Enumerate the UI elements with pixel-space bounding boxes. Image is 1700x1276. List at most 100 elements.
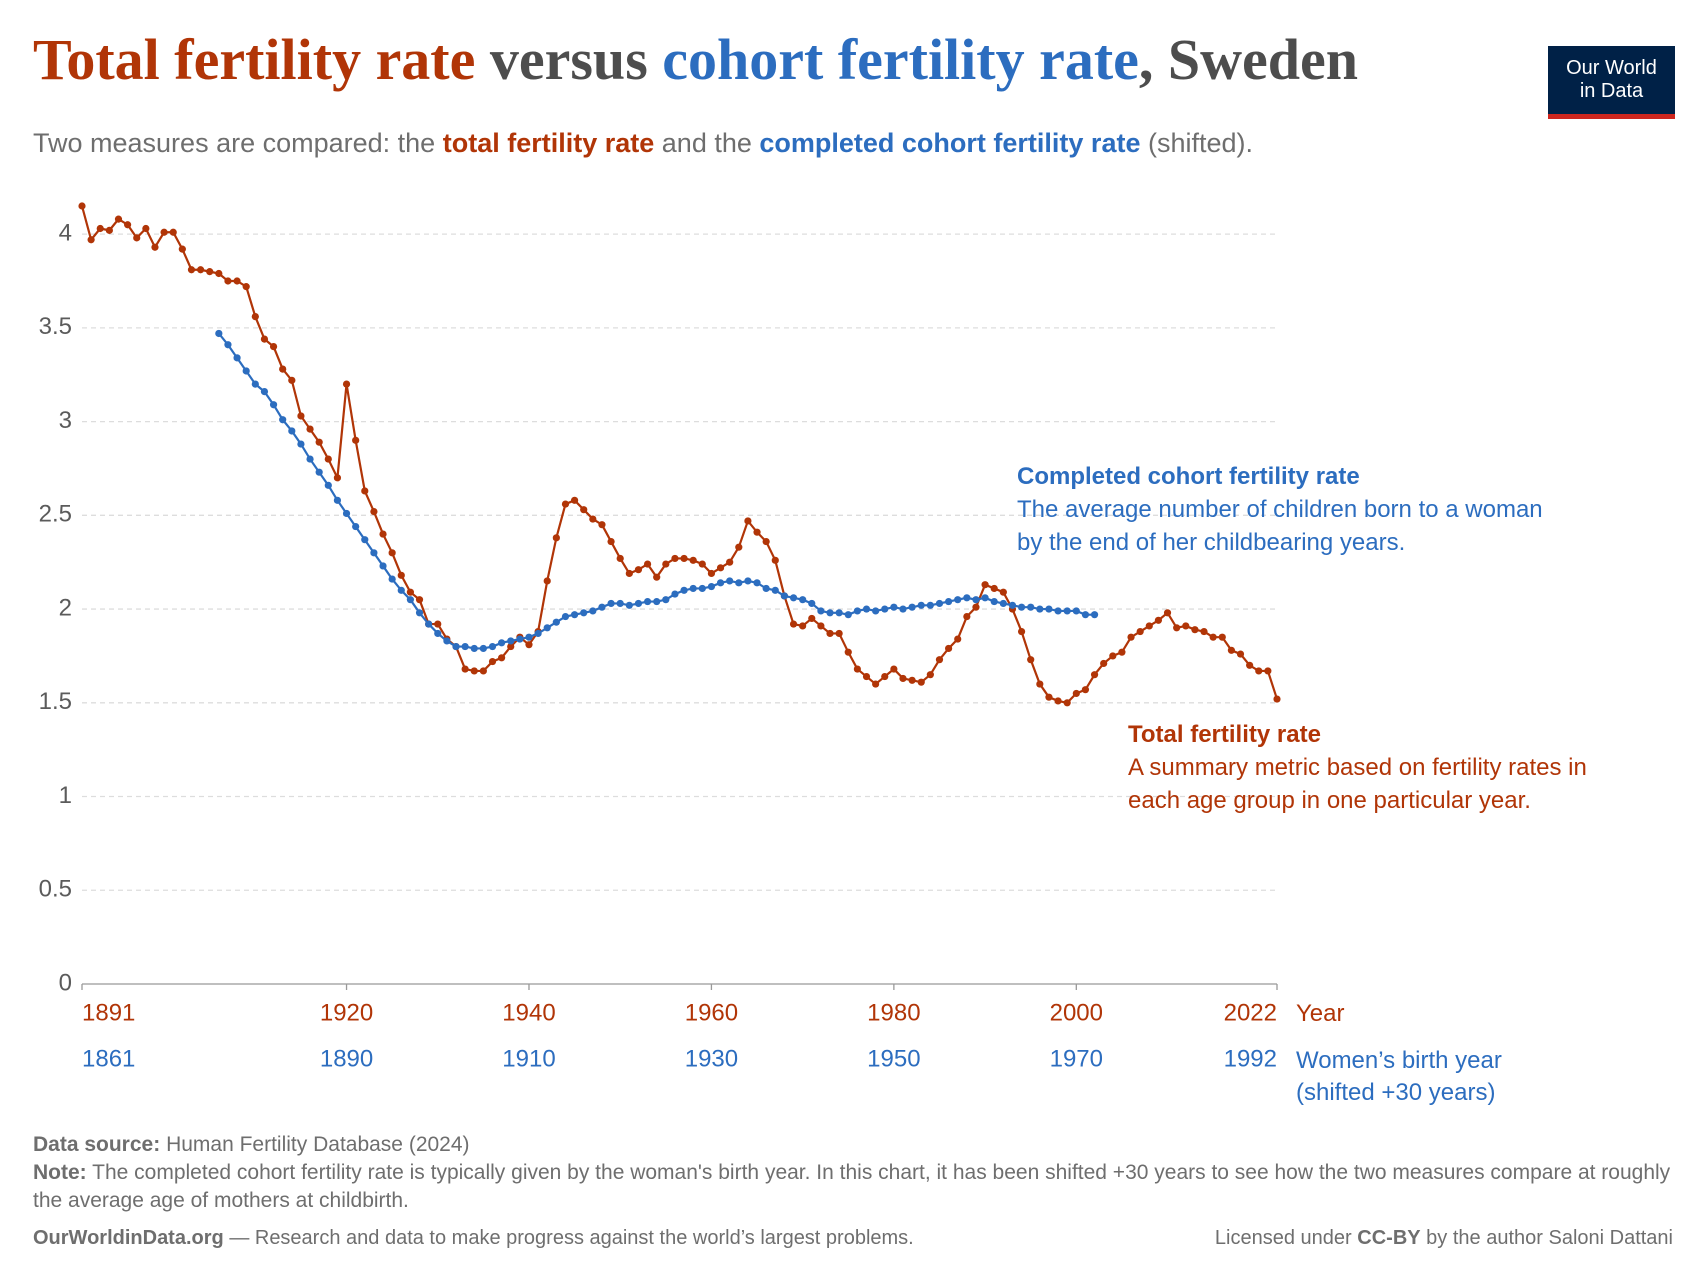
point <box>689 556 697 564</box>
point <box>242 283 250 291</box>
point <box>288 376 296 384</box>
point <box>224 341 232 349</box>
point <box>1017 603 1026 611</box>
point <box>598 603 606 611</box>
point <box>935 599 944 608</box>
point <box>625 601 633 609</box>
point <box>1045 693 1053 701</box>
site-link[interactable]: OurWorldinData.org <box>33 1227 224 1249</box>
y-tick-label: 2 <box>59 594 72 621</box>
point <box>169 228 177 236</box>
x-tick-label: 1940 <box>502 999 555 1026</box>
point <box>716 579 725 587</box>
point <box>908 676 916 684</box>
point <box>434 620 442 628</box>
point <box>643 560 652 568</box>
point <box>762 537 770 546</box>
point <box>881 605 889 613</box>
point <box>826 609 834 617</box>
point <box>178 245 186 253</box>
point <box>643 597 652 606</box>
x-tick-label: 2022 <box>1224 999 1277 1026</box>
license-link[interactable]: CC-BY <box>1357 1227 1421 1249</box>
point <box>388 549 396 557</box>
point <box>342 380 351 388</box>
x2-tick-label: 1992 <box>1224 1045 1277 1072</box>
point <box>114 215 123 223</box>
point <box>479 644 487 653</box>
point <box>552 534 560 542</box>
point <box>379 530 387 538</box>
point <box>1218 633 1226 641</box>
point <box>260 335 269 343</box>
text-part: and the <box>661 128 752 158</box>
point <box>835 629 843 638</box>
point <box>297 440 305 448</box>
point <box>1127 633 1135 641</box>
y-tick-label: 0.5 <box>39 876 72 903</box>
text-part: versus <box>489 27 648 92</box>
point <box>1081 611 1090 619</box>
point <box>507 642 515 651</box>
point <box>698 560 706 568</box>
point <box>96 224 104 233</box>
annotation-text: The average number of children born to a… <box>1017 496 1543 556</box>
point <box>370 549 378 557</box>
point <box>361 487 369 495</box>
point <box>680 554 688 563</box>
x2-tick-label: 1950 <box>867 1045 920 1072</box>
x-tick-label: 1920 <box>320 999 373 1026</box>
x2-tick-label: 1910 <box>502 1045 555 1072</box>
point <box>370 507 378 516</box>
logo[interactable]: Our World in Data <box>1548 46 1675 119</box>
point <box>525 633 533 641</box>
annotation-title: Total fertility rate <box>1128 721 1321 748</box>
x2-tick-label: 1890 <box>320 1045 373 1072</box>
point <box>379 562 387 570</box>
point <box>525 641 533 649</box>
y-tick-label: 1.5 <box>39 688 72 715</box>
y-tick-label: 0 <box>59 969 72 996</box>
point <box>561 500 570 508</box>
point <box>771 556 779 564</box>
point <box>78 202 86 210</box>
point <box>196 266 205 274</box>
bottom-line: OurWorldinData.org — Research and data t… <box>33 1227 1673 1250</box>
point <box>233 277 241 285</box>
point <box>789 620 798 628</box>
point <box>598 521 606 529</box>
point <box>361 536 369 544</box>
point <box>1136 627 1144 636</box>
text: by the author Saloni Dattani <box>1426 1227 1673 1249</box>
text: Licensed under <box>1214 1227 1352 1249</box>
point <box>315 468 323 476</box>
point <box>799 596 807 604</box>
point <box>488 642 497 651</box>
text: Human Fertility Database (2024) <box>166 1133 470 1156</box>
footer: Data source: Human Fertility Database (2… <box>33 1131 1673 1215</box>
point <box>735 543 743 551</box>
point <box>926 671 934 679</box>
point <box>817 622 825 630</box>
point <box>853 665 861 673</box>
point <box>105 226 113 234</box>
point <box>826 629 834 638</box>
point <box>835 609 843 617</box>
x2-tick-label: 1970 <box>1050 1045 1103 1072</box>
point <box>406 588 414 596</box>
text-part: (shifted). <box>1147 128 1254 158</box>
point <box>251 313 259 321</box>
point <box>1054 697 1062 705</box>
text: — Research and data to make progress aga… <box>229 1227 914 1249</box>
point <box>817 607 825 615</box>
point <box>333 496 342 504</box>
point <box>233 354 241 362</box>
point <box>917 601 925 609</box>
point <box>580 506 588 514</box>
point <box>908 603 916 611</box>
point <box>616 599 624 608</box>
point <box>972 596 980 604</box>
point <box>698 584 706 593</box>
point <box>1090 671 1099 679</box>
